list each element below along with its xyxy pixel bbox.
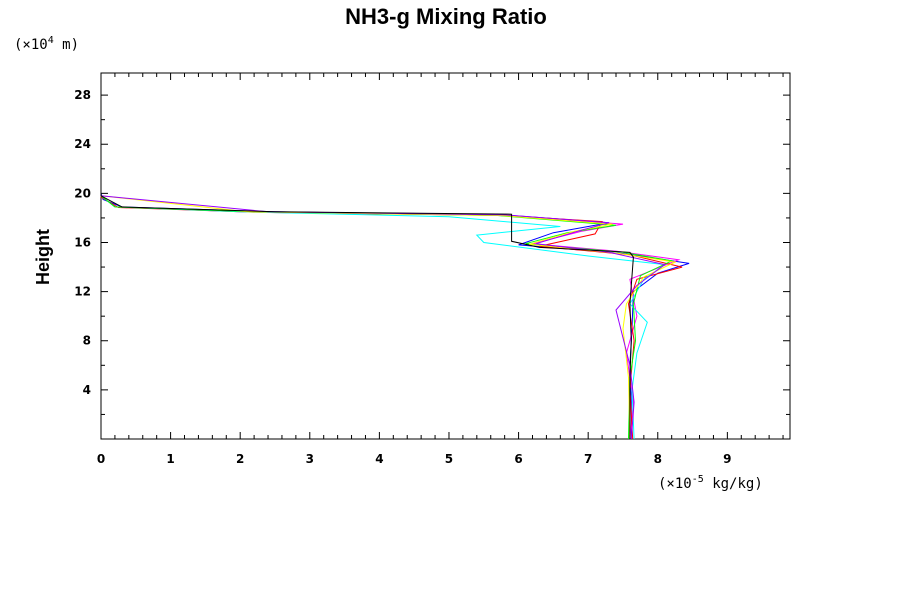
x-axis-unit: (×10-5 kg/kg) — [658, 474, 763, 492]
y-tick-label: 20 — [74, 186, 91, 200]
x-tick-labels: 0 1 2 3 4 5 6 7 8 9 — [97, 452, 732, 466]
x-tick-label: 9 — [723, 452, 731, 466]
x-unit-prefix: (×10 — [658, 476, 692, 492]
y-unit-exponent: 4 — [48, 35, 54, 46]
y-tick-label: 16 — [74, 235, 91, 249]
x-tick-label: 0 — [97, 452, 105, 466]
x-tick-label: 6 — [514, 452, 522, 466]
y-tick-label: 4 — [83, 383, 91, 397]
x-tick-label: 5 — [445, 452, 453, 466]
series-line-1 — [100, 73, 690, 439]
y-unit-prefix: (×10 — [14, 37, 48, 53]
plot-frame — [100, 72, 791, 440]
series-line-3 — [100, 73, 683, 440]
series-line-4 — [100, 73, 667, 440]
y-tick-label: 8 — [83, 334, 91, 348]
chart-title: NH3-g Mixing Ratio — [345, 4, 547, 29]
x-tick-label: 7 — [584, 452, 592, 466]
x-tick-label: 3 — [306, 452, 314, 466]
y-unit-suffix: m) — [54, 37, 79, 53]
y-axis-label: Height — [33, 229, 53, 285]
series-line-7 — [100, 73, 666, 440]
x-unit-exponent: -5 — [692, 474, 704, 485]
x-tick-label: 1 — [166, 452, 174, 466]
y-tick-label: 12 — [74, 285, 91, 299]
x-tick-label: 2 — [236, 452, 244, 466]
minor-ticks — [100, 73, 790, 439]
y-axis-unit: (×104 m) — [14, 35, 79, 53]
y-tick-labels: 4 8 12 16 20 24 28 — [74, 88, 91, 397]
x-tick-label: 8 — [654, 452, 662, 466]
y-tick-label: 28 — [74, 88, 91, 102]
x-unit-suffix: kg/kg) — [704, 476, 763, 492]
series-layer — [100, 73, 690, 440]
y-tick-label: 24 — [74, 137, 91, 151]
series-line-8 — [100, 73, 634, 439]
x-tick-label: 4 — [375, 452, 383, 466]
